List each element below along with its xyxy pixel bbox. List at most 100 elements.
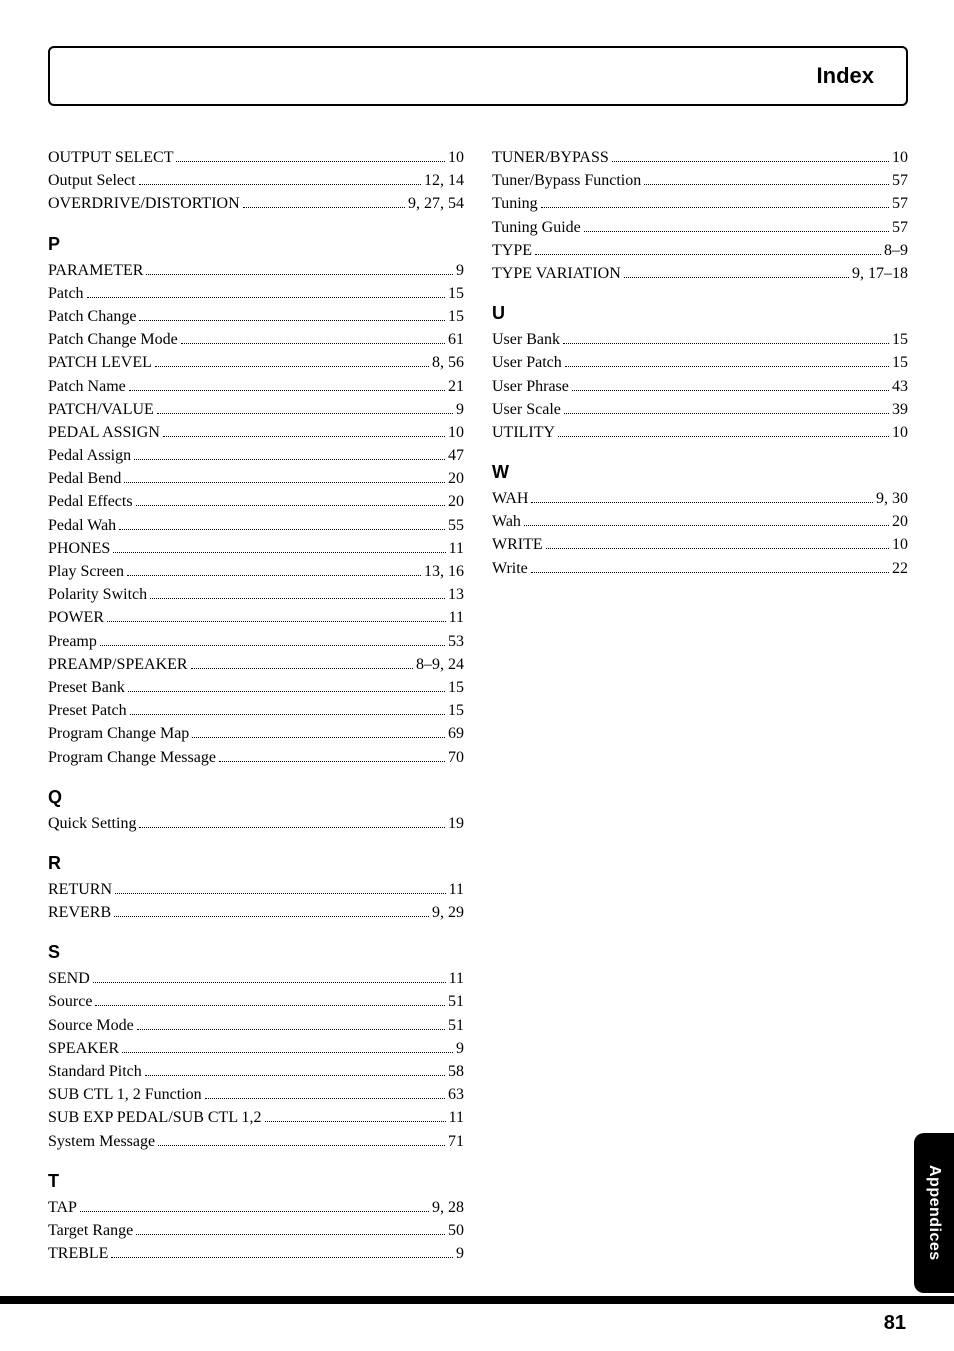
index-page: 21: [448, 375, 464, 398]
index-section-heading: U: [492, 303, 908, 324]
index-term: User Patch: [492, 351, 562, 374]
index-content: OUTPUT SELECT 10Output Select 12, 14OVER…: [48, 146, 908, 1265]
index-dots: [124, 482, 445, 483]
index-section-heading: T: [48, 1171, 464, 1192]
index-page: 19: [448, 812, 464, 835]
index-dots: [163, 436, 445, 437]
index-dots: [150, 598, 445, 599]
index-page: 9, 17–18: [852, 262, 908, 285]
index-dots: [155, 366, 429, 367]
index-entry: OUTPUT SELECT 10: [48, 146, 464, 169]
index-dots: [535, 254, 881, 255]
index-page: 8, 56: [432, 351, 464, 374]
index-term: Patch Name: [48, 375, 126, 398]
index-entry: TREBLE 9: [48, 1242, 464, 1265]
index-entry: Quick Setting 19: [48, 812, 464, 835]
index-page: 53: [448, 630, 464, 653]
index-term: User Phrase: [492, 375, 569, 398]
index-entry: WRITE 10: [492, 533, 908, 556]
index-term: SUB CTL 1, 2 Function: [48, 1083, 202, 1106]
index-entry: User Patch 15: [492, 351, 908, 374]
index-dots: [181, 343, 445, 344]
page-title: Index: [817, 63, 874, 89]
index-term: Preamp: [48, 630, 97, 653]
index-entry: Preamp 53: [48, 630, 464, 653]
index-entry: Source Mode 51: [48, 1014, 464, 1037]
index-page: 13, 16: [424, 560, 464, 583]
index-term: Quick Setting: [48, 812, 136, 835]
index-entry: PEDAL ASSIGN 10: [48, 421, 464, 444]
index-term: Target Range: [48, 1219, 133, 1242]
index-dots: [130, 714, 445, 715]
index-dots: [572, 390, 889, 391]
index-entry: Preset Bank 15: [48, 676, 464, 699]
index-page: 10: [448, 421, 464, 444]
index-page: 13: [448, 583, 464, 606]
index-dots: [137, 1029, 445, 1030]
index-dots: [80, 1211, 429, 1212]
index-page: 11: [449, 878, 464, 901]
index-term: Patch: [48, 282, 84, 305]
index-page: 9: [456, 398, 464, 421]
index-page: 20: [892, 510, 908, 533]
index-term: Tuner/Bypass Function: [492, 169, 641, 192]
index-term: Output Select: [48, 169, 136, 192]
index-page: 57: [892, 169, 908, 192]
index-dots: [158, 1145, 445, 1146]
index-dots: [612, 161, 889, 162]
index-dots: [563, 343, 889, 344]
index-section-heading: S: [48, 942, 464, 963]
index-dots: [146, 274, 453, 275]
index-page: 10: [448, 146, 464, 169]
index-entry: User Scale 39: [492, 398, 908, 421]
index-term: PATCH/VALUE: [48, 398, 154, 421]
index-page: 57: [892, 216, 908, 239]
index-entry: Pedal Bend 20: [48, 467, 464, 490]
index-dots: [145, 1075, 445, 1076]
left-column: OUTPUT SELECT 10Output Select 12, 14OVER…: [48, 146, 464, 1265]
index-entry: Pedal Effects 20: [48, 490, 464, 513]
index-term: SPEAKER: [48, 1037, 119, 1060]
index-entry: TAP 9, 28: [48, 1196, 464, 1219]
index-page: 22: [892, 557, 908, 580]
index-page: 55: [448, 514, 464, 537]
index-page: 70: [448, 746, 464, 769]
index-dots: [531, 572, 889, 573]
index-page: 50: [448, 1219, 464, 1242]
index-page: 15: [892, 351, 908, 374]
index-term: SEND: [48, 967, 90, 990]
index-page: 8–9: [884, 239, 908, 262]
index-entry: Wah 20: [492, 510, 908, 533]
index-page: 15: [448, 676, 464, 699]
index-entry: PREAMP/SPEAKER 8–9, 24: [48, 653, 464, 676]
index-entry: Patch 15: [48, 282, 464, 305]
index-dots: [558, 436, 889, 437]
index-page: 20: [448, 490, 464, 513]
index-term: REVERB: [48, 901, 111, 924]
index-page: 8–9, 24: [416, 653, 464, 676]
side-tab-appendices: Appendices: [914, 1133, 954, 1293]
index-term: User Scale: [492, 398, 561, 421]
index-term: UTILITY: [492, 421, 555, 444]
index-dots: [128, 691, 445, 692]
index-page: 10: [892, 146, 908, 169]
index-page: 11: [449, 1106, 464, 1129]
index-term: Program Change Map: [48, 722, 189, 745]
index-entry: POWER 11: [48, 606, 464, 629]
index-entry: SPEAKER 9: [48, 1037, 464, 1060]
index-entry: Tuning 57: [492, 192, 908, 215]
index-term: PARAMETER: [48, 259, 143, 282]
right-column: TUNER/BYPASS 10Tuner/Bypass Function 57T…: [492, 146, 908, 1265]
index-dots: [219, 761, 445, 762]
index-entry: Play Screen 13, 16: [48, 560, 464, 583]
index-entry: REVERB 9, 29: [48, 901, 464, 924]
index-page: 10: [892, 421, 908, 444]
index-entry: TYPE VARIATION 9, 17–18: [492, 262, 908, 285]
index-term: PREAMP/SPEAKER: [48, 653, 188, 676]
index-term: Patch Change: [48, 305, 136, 328]
index-dots: [564, 413, 889, 414]
index-page: 9, 27, 54: [408, 192, 464, 215]
index-entry: System Message 71: [48, 1130, 464, 1153]
index-dots: [644, 184, 889, 185]
index-page: 9, 29: [432, 901, 464, 924]
